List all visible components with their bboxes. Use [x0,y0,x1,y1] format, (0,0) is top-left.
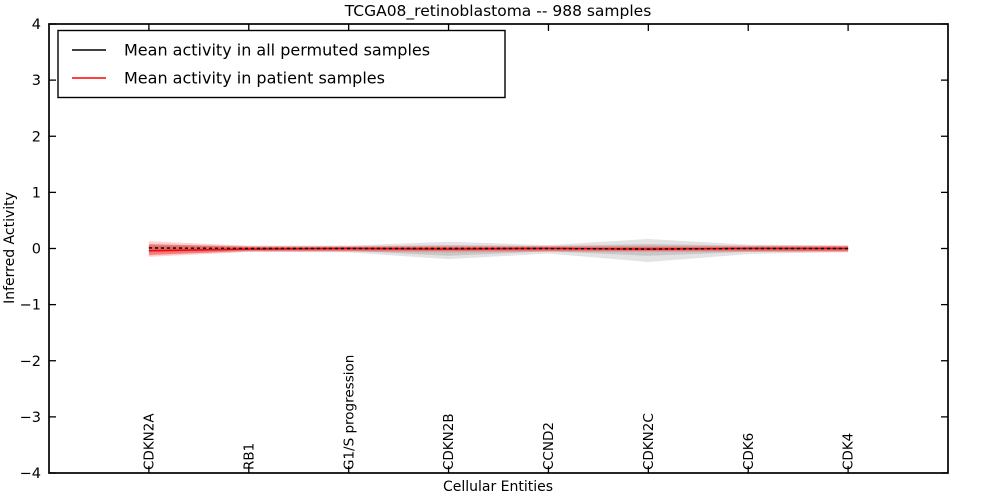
x-tick-label-cdkn2b: CDKN2B [441,413,457,470]
x-tick-label-ccnd2: CCND2 [541,422,557,470]
y-tick-label: 1 [32,185,41,201]
series-line-permuted [148,247,849,250]
y-tick-label: −1 [20,298,41,314]
x-axis-label: Cellular Entities [443,479,553,495]
y-tick-label: 3 [32,73,41,89]
chart-title: TCGA08_retinoblastoma -- 988 samples [344,2,652,21]
legend-label-patient: Mean activity in patient samples [124,69,385,88]
x-tick-label-g1-s-progression: G1/S progression [341,355,357,470]
legend-label-permuted: Mean activity in all permuted samples [124,41,430,60]
x-tick-label-cdkn2a: CDKN2A [141,413,157,470]
x-tick-label-cdk6: CDK6 [741,433,757,470]
x-tick-label-cdkn2c: CDKN2C [641,413,657,470]
legend-box [57,29,506,99]
band-patient-envelope-inner [148,244,849,256]
plot-area: 4 3 2 1 0 −1 −2 −3 −4 CDKN2A RB1 G1/S progression CD… [20,17,949,482]
band-permuted-envelope-inner [148,244,849,256]
y-tick-label: −4 [20,466,41,482]
y-tick-label: 4 [32,17,41,33]
y-axis-label: Inferred Activity [2,192,18,304]
x-tick-label-cdk4: CDK4 [841,433,857,470]
legend: Mean activity in all permuted samples Me… [57,29,506,99]
y-tick-label: 0 [32,242,41,258]
y-tick-label: 2 [32,129,41,145]
band-permuted-envelope-outer [148,238,849,262]
axes-spines [48,23,949,474]
y-tick-label: −2 [20,354,41,370]
x-tick-label-rb1: RB1 [241,443,257,470]
y-tick-label: −3 [20,410,41,426]
